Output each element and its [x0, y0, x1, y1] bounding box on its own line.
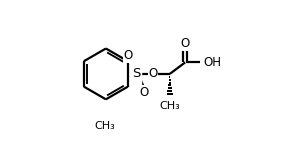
Polygon shape: [72, 23, 141, 123]
Text: CH₃: CH₃: [94, 121, 115, 131]
Text: O: O: [148, 67, 157, 80]
Text: CH₃: CH₃: [159, 101, 180, 111]
Text: O: O: [181, 37, 190, 50]
Text: O: O: [139, 86, 148, 99]
Text: O: O: [124, 49, 133, 62]
Text: S: S: [132, 67, 140, 80]
Text: OH: OH: [204, 56, 222, 69]
